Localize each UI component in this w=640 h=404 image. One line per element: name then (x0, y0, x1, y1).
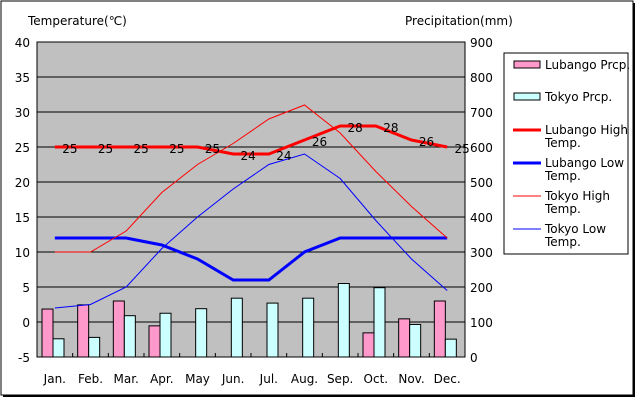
legend-label: Lubango Prcp. (545, 58, 630, 72)
left-tick-label: 35 (15, 71, 30, 85)
bar-lubango-prcp- (112, 300, 125, 358)
left-tick-label: 25 (15, 141, 30, 155)
right-tick-label: 200 (470, 281, 493, 295)
x-tick-label: Feb. (78, 372, 103, 386)
bar-tokyo-prcp- (52, 338, 65, 358)
right-tick-label: 100 (470, 316, 493, 330)
bar-tokyo-prcp- (266, 302, 279, 358)
bar-lubango-prcp- (433, 300, 446, 358)
legend-swatch (513, 92, 541, 101)
right-tick-label: 900 (470, 36, 493, 50)
legend-label: Lubango High (545, 123, 628, 137)
left-tick-label: 0 (22, 316, 30, 330)
bar-tokyo-prcp- (444, 338, 457, 358)
bar-lubango-prcp- (77, 304, 90, 358)
legend-label: Temp. (544, 202, 581, 216)
legend-label: Tokyo Low (544, 222, 606, 236)
bar-tokyo-prcp- (337, 283, 350, 358)
plot-area (36, 41, 466, 358)
data-label: 25 (455, 142, 470, 156)
bar-lubango-prcp- (362, 332, 375, 358)
legend-swatch (513, 60, 541, 69)
x-tick-label: Apr. (150, 372, 173, 386)
x-tick-label: Dec. (434, 372, 461, 386)
right-tick-label: 700 (470, 106, 493, 120)
legend-box (503, 52, 629, 255)
left-tick-label: 10 (15, 246, 30, 260)
bar-lubango-prcp- (148, 325, 161, 358)
data-label: 24 (276, 149, 291, 163)
right-tick-label: 400 (470, 211, 493, 225)
legend-label: Tokyo Prcp. (544, 90, 612, 104)
bar-tokyo-prcp- (88, 336, 101, 358)
left-tick-label: 20 (15, 176, 30, 190)
data-label: 26 (312, 135, 327, 149)
bar-tokyo-prcp- (123, 315, 136, 358)
left-tick-label: 5 (22, 281, 30, 295)
x-tick-label: Sep. (327, 372, 353, 386)
data-label: 25 (169, 142, 184, 156)
x-tick-label: Jan. (43, 372, 66, 386)
data-label: 24 (241, 149, 256, 163)
x-tick-label: Nov. (398, 372, 424, 386)
x-tick-label: May (185, 372, 210, 386)
x-tick-label: Jun. (221, 372, 245, 386)
bar-lubango-prcp- (398, 318, 411, 358)
bar-tokyo-prcp- (302, 297, 315, 358)
bar-tokyo-prcp- (195, 308, 208, 358)
x-tick-label: Mar. (113, 372, 138, 386)
data-label: 25 (62, 142, 77, 156)
bar-lubango-prcp- (41, 308, 54, 358)
data-label: 26 (419, 135, 434, 149)
legend-label: Temp. (544, 169, 581, 183)
x-tick-label: Jul. (259, 372, 278, 386)
right-tick-label: 800 (470, 71, 493, 85)
legend-label: Tokyo High (544, 189, 610, 203)
data-label: 25 (98, 142, 113, 156)
data-label: 25 (134, 142, 149, 156)
left-tick-label: 30 (15, 106, 30, 120)
line-lubango-high-temp- (54, 124, 448, 156)
data-label: 25 (205, 142, 220, 156)
data-label: 28 (348, 121, 363, 135)
bar-tokyo-prcp- (230, 297, 243, 358)
bar-tokyo-prcp- (373, 287, 386, 358)
bar-tokyo-prcp- (159, 312, 172, 358)
legend-label: Temp. (544, 235, 581, 249)
right-tick-label: 0 (470, 351, 478, 365)
right-tick-label: 600 (470, 141, 493, 155)
left-axis-title: Temperature(℃) (27, 14, 127, 28)
right-tick-label: 300 (470, 246, 493, 260)
left-tick-label: -5 (18, 351, 30, 365)
line-lubango-low-temp- (54, 236, 448, 282)
line-tokyo-high-temp- (54, 104, 448, 253)
line-tokyo-low-temp- (54, 153, 448, 309)
legend-label: Lubango Low (545, 156, 624, 170)
left-tick-label: 40 (15, 36, 30, 50)
left-tick-label: 15 (15, 211, 30, 225)
x-tick-label: Oct. (364, 372, 389, 386)
right-axis-title: Precipitation(mm) (405, 14, 513, 28)
bar-tokyo-prcp- (409, 323, 422, 358)
x-tick-label: Aug. (291, 372, 318, 386)
right-tick-label: 500 (470, 176, 493, 190)
legend-label: Temp. (544, 136, 581, 150)
data-label: 28 (383, 121, 398, 135)
